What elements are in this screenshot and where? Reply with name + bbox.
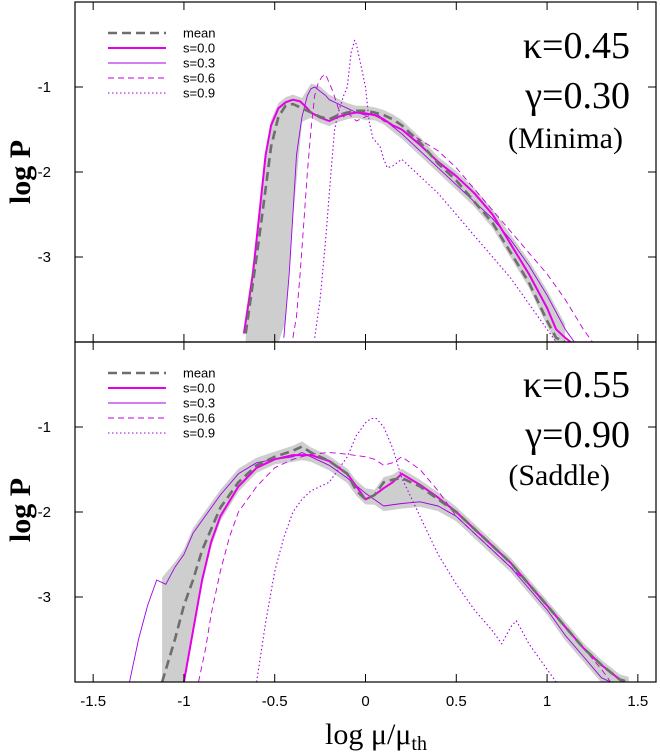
bottom-panel-kappa: κ=0.55 xyxy=(523,364,630,406)
top-panel-legend-label-mean: mean xyxy=(183,26,216,41)
top-panel-legend-label-s-0-0: s=0.0 xyxy=(183,41,215,56)
bottom-panel-plot-area xyxy=(129,417,630,682)
x-axis-title: log μ/μth xyxy=(325,718,427,754)
top-panel-plot-area xyxy=(242,39,593,342)
bottom-panel-legend-label-s-0-6: s=0.6 xyxy=(183,411,215,426)
x-tick-label: 1 xyxy=(543,693,551,710)
x-tick-label: 0 xyxy=(361,693,369,710)
bottom-panel-legend-label-s-0-0: s=0.0 xyxy=(183,381,215,396)
bottom-panel-mean-scatter-band xyxy=(162,441,629,682)
x-tick-label: -1 xyxy=(177,693,190,710)
top-panel-ytick-label: -3 xyxy=(38,249,51,266)
top-panel-series-s-0-9 xyxy=(314,39,557,342)
top-panel-ytick-label: -2 xyxy=(38,164,51,181)
x-axis-title-main: log μ/μ xyxy=(325,718,411,751)
top-panel-gamma: γ=0.30 xyxy=(524,75,630,117)
top-panel-ytick-label: -1 xyxy=(38,79,51,96)
bottom-panel-ytick-label: -1 xyxy=(38,419,51,436)
bottom-panel-ytick-label: -3 xyxy=(38,589,51,606)
bottom-panel-series-s-0-6 xyxy=(198,452,611,682)
x-tick-label: 1.5 xyxy=(627,693,648,710)
bottom-panel-ylabel: log P xyxy=(4,478,37,542)
bottom-panel-series-s-0-9 xyxy=(256,417,557,682)
top-panel-series-mean xyxy=(244,102,566,342)
bottom-panel-series-s-0-3 xyxy=(129,452,611,682)
top-panel-kappa: κ=0.45 xyxy=(523,25,630,67)
top-panel-legend-label-s-0-9: s=0.9 xyxy=(183,86,215,101)
top-panel-ylabel: log P xyxy=(4,140,37,204)
top-panel-legend-label-s-0-3: s=0.3 xyxy=(183,56,215,71)
x-tick-label: -1.5 xyxy=(80,693,106,710)
x-tick-label: -0.5 xyxy=(262,693,288,710)
bottom-panel-legend-label-mean: mean xyxy=(183,366,216,381)
top-panel-legend-label-s-0-6: s=0.6 xyxy=(183,71,215,86)
bottom-panel-series-s-0-0 xyxy=(182,454,624,682)
top-panel-series-s-0-0 xyxy=(242,98,572,342)
bottom-panel-gamma: γ=0.90 xyxy=(524,414,630,456)
bottom-panel-ytick-label: -2 xyxy=(38,504,51,521)
bottom-panel-type-label: (Saddle) xyxy=(508,459,610,492)
bottom-panel-legend-label-s-0-9: s=0.9 xyxy=(183,426,215,441)
bottom-panel-legend-label-s-0-3: s=0.3 xyxy=(183,396,215,411)
x-tick-label: 0.5 xyxy=(446,693,467,710)
top-panel-type-label: (Minima) xyxy=(508,122,623,155)
top-panel-series-s-0-6 xyxy=(292,73,593,342)
bottom-panel-series-mean xyxy=(160,445,630,682)
x-axis-title-subscript: th xyxy=(411,733,427,754)
